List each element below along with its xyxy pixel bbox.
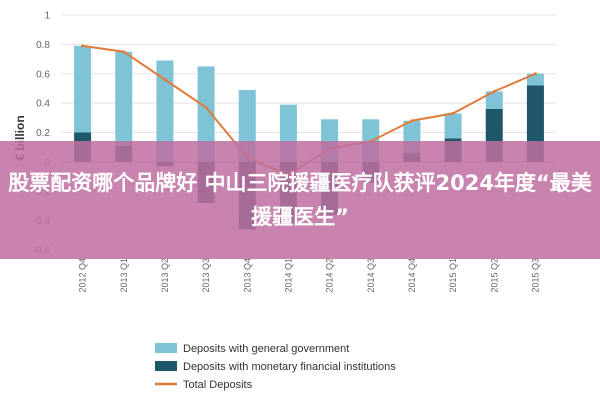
total-deposits-point xyxy=(451,111,455,115)
bar-general-government xyxy=(115,51,133,146)
x-tick-label: 2014 Q4 xyxy=(407,258,417,293)
x-tick-label: 2015 Q3 xyxy=(530,258,540,293)
x-tick-label: 2015 Q1 xyxy=(448,258,458,293)
total-deposits-point xyxy=(163,78,167,82)
bar-general-government xyxy=(526,73,544,86)
bar-general-government xyxy=(156,60,174,162)
x-tick-label: 2013 Q1 xyxy=(119,258,129,293)
y-tick-label: 0.4 xyxy=(36,99,50,110)
legend-swatch xyxy=(155,361,177,371)
legend-label: Deposits with general government xyxy=(183,343,349,355)
headline-text: 股票配资哪个品牌好 中山三院援疆医疗队获评2024年度“最美援疆医生” xyxy=(8,171,592,229)
bar-general-government xyxy=(444,113,462,139)
legend: Deposits with general government Deposits… xyxy=(155,343,396,391)
total-deposits-point xyxy=(204,106,208,110)
y-tick-label: 1 xyxy=(44,11,50,22)
y-tick-label: 0.6 xyxy=(36,69,50,80)
y-tick-label: 0.2 xyxy=(36,128,50,139)
y-tick-label: 0.8 xyxy=(36,40,50,51)
x-axis-ticks: 2012 Q4 2013 Q1 2013 Q2 2013 Q3 2013 Q4 2014 … xyxy=(78,258,541,293)
bar-general-government xyxy=(74,45,92,133)
legend-label: Deposits with monetary financial institu… xyxy=(183,361,396,373)
total-deposits-point xyxy=(533,72,537,76)
legend-swatch xyxy=(155,343,177,353)
headline-banner: 股票配资哪个品牌好 中山三院援疆医疗队获评2024年度“最美援疆医生” xyxy=(0,141,600,259)
total-deposits-point xyxy=(410,119,414,123)
x-tick-label: 2014 Q3 xyxy=(366,258,376,293)
legend-label: Total Deposits xyxy=(183,379,253,391)
bar-general-government xyxy=(197,66,215,162)
total-deposits-point xyxy=(492,89,496,93)
x-tick-label: 2013 Q4 xyxy=(242,258,252,293)
total-deposits-point xyxy=(122,50,126,54)
x-tick-label: 2014 Q1 xyxy=(283,258,293,293)
x-tick-label: 2012 Q4 xyxy=(78,258,88,293)
x-tick-label: 2014 Q2 xyxy=(325,258,335,293)
x-tick-label: 2015 Q2 xyxy=(489,258,499,293)
total-deposits-point xyxy=(81,44,85,48)
bar-general-government xyxy=(485,91,503,109)
x-tick-label: 2013 Q3 xyxy=(201,258,211,293)
x-tick-label: 2013 Q2 xyxy=(160,258,170,293)
